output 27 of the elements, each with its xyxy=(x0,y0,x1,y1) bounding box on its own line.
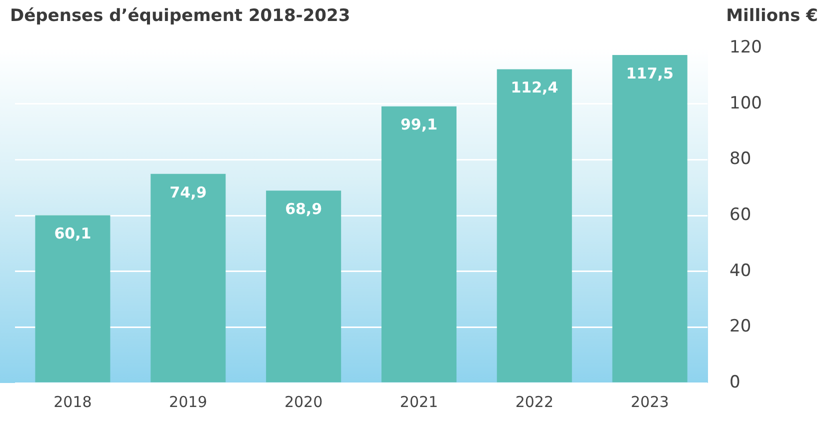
x-tick-label: 2019 xyxy=(169,392,208,411)
y-tick-label: 0 xyxy=(730,372,740,392)
y-tick-label: 40 xyxy=(730,260,752,281)
data-label: 112,4 xyxy=(510,78,558,97)
chart-title: Dépenses d’équipement 2018-2023 xyxy=(10,6,350,26)
bar xyxy=(150,174,226,382)
data-label: 68,9 xyxy=(285,200,322,218)
y-axis-title: Millions € xyxy=(726,6,818,26)
y-tick-label: 100 xyxy=(730,93,762,114)
y-tick-label: 80 xyxy=(730,149,752,170)
x-tick-label: 2018 xyxy=(54,392,92,411)
data-label: 60,1 xyxy=(54,224,92,243)
y-tick-label: 60 xyxy=(730,204,752,225)
x-tick-label: 2020 xyxy=(284,392,323,411)
x-tick-label: 2021 xyxy=(400,392,438,411)
bar xyxy=(496,69,572,382)
bar xyxy=(266,190,342,382)
x-tick-label: 2023 xyxy=(630,392,669,411)
bar xyxy=(35,215,110,382)
y-tick-label: 20 xyxy=(730,316,752,337)
bar xyxy=(381,106,456,382)
bar xyxy=(612,54,688,382)
data-label: 74,9 xyxy=(170,183,207,202)
data-label: 99,1 xyxy=(400,116,438,134)
x-tick-label: 2022 xyxy=(515,392,554,411)
y-tick-label: 120 xyxy=(730,37,762,58)
data-label: 117,5 xyxy=(626,64,674,82)
